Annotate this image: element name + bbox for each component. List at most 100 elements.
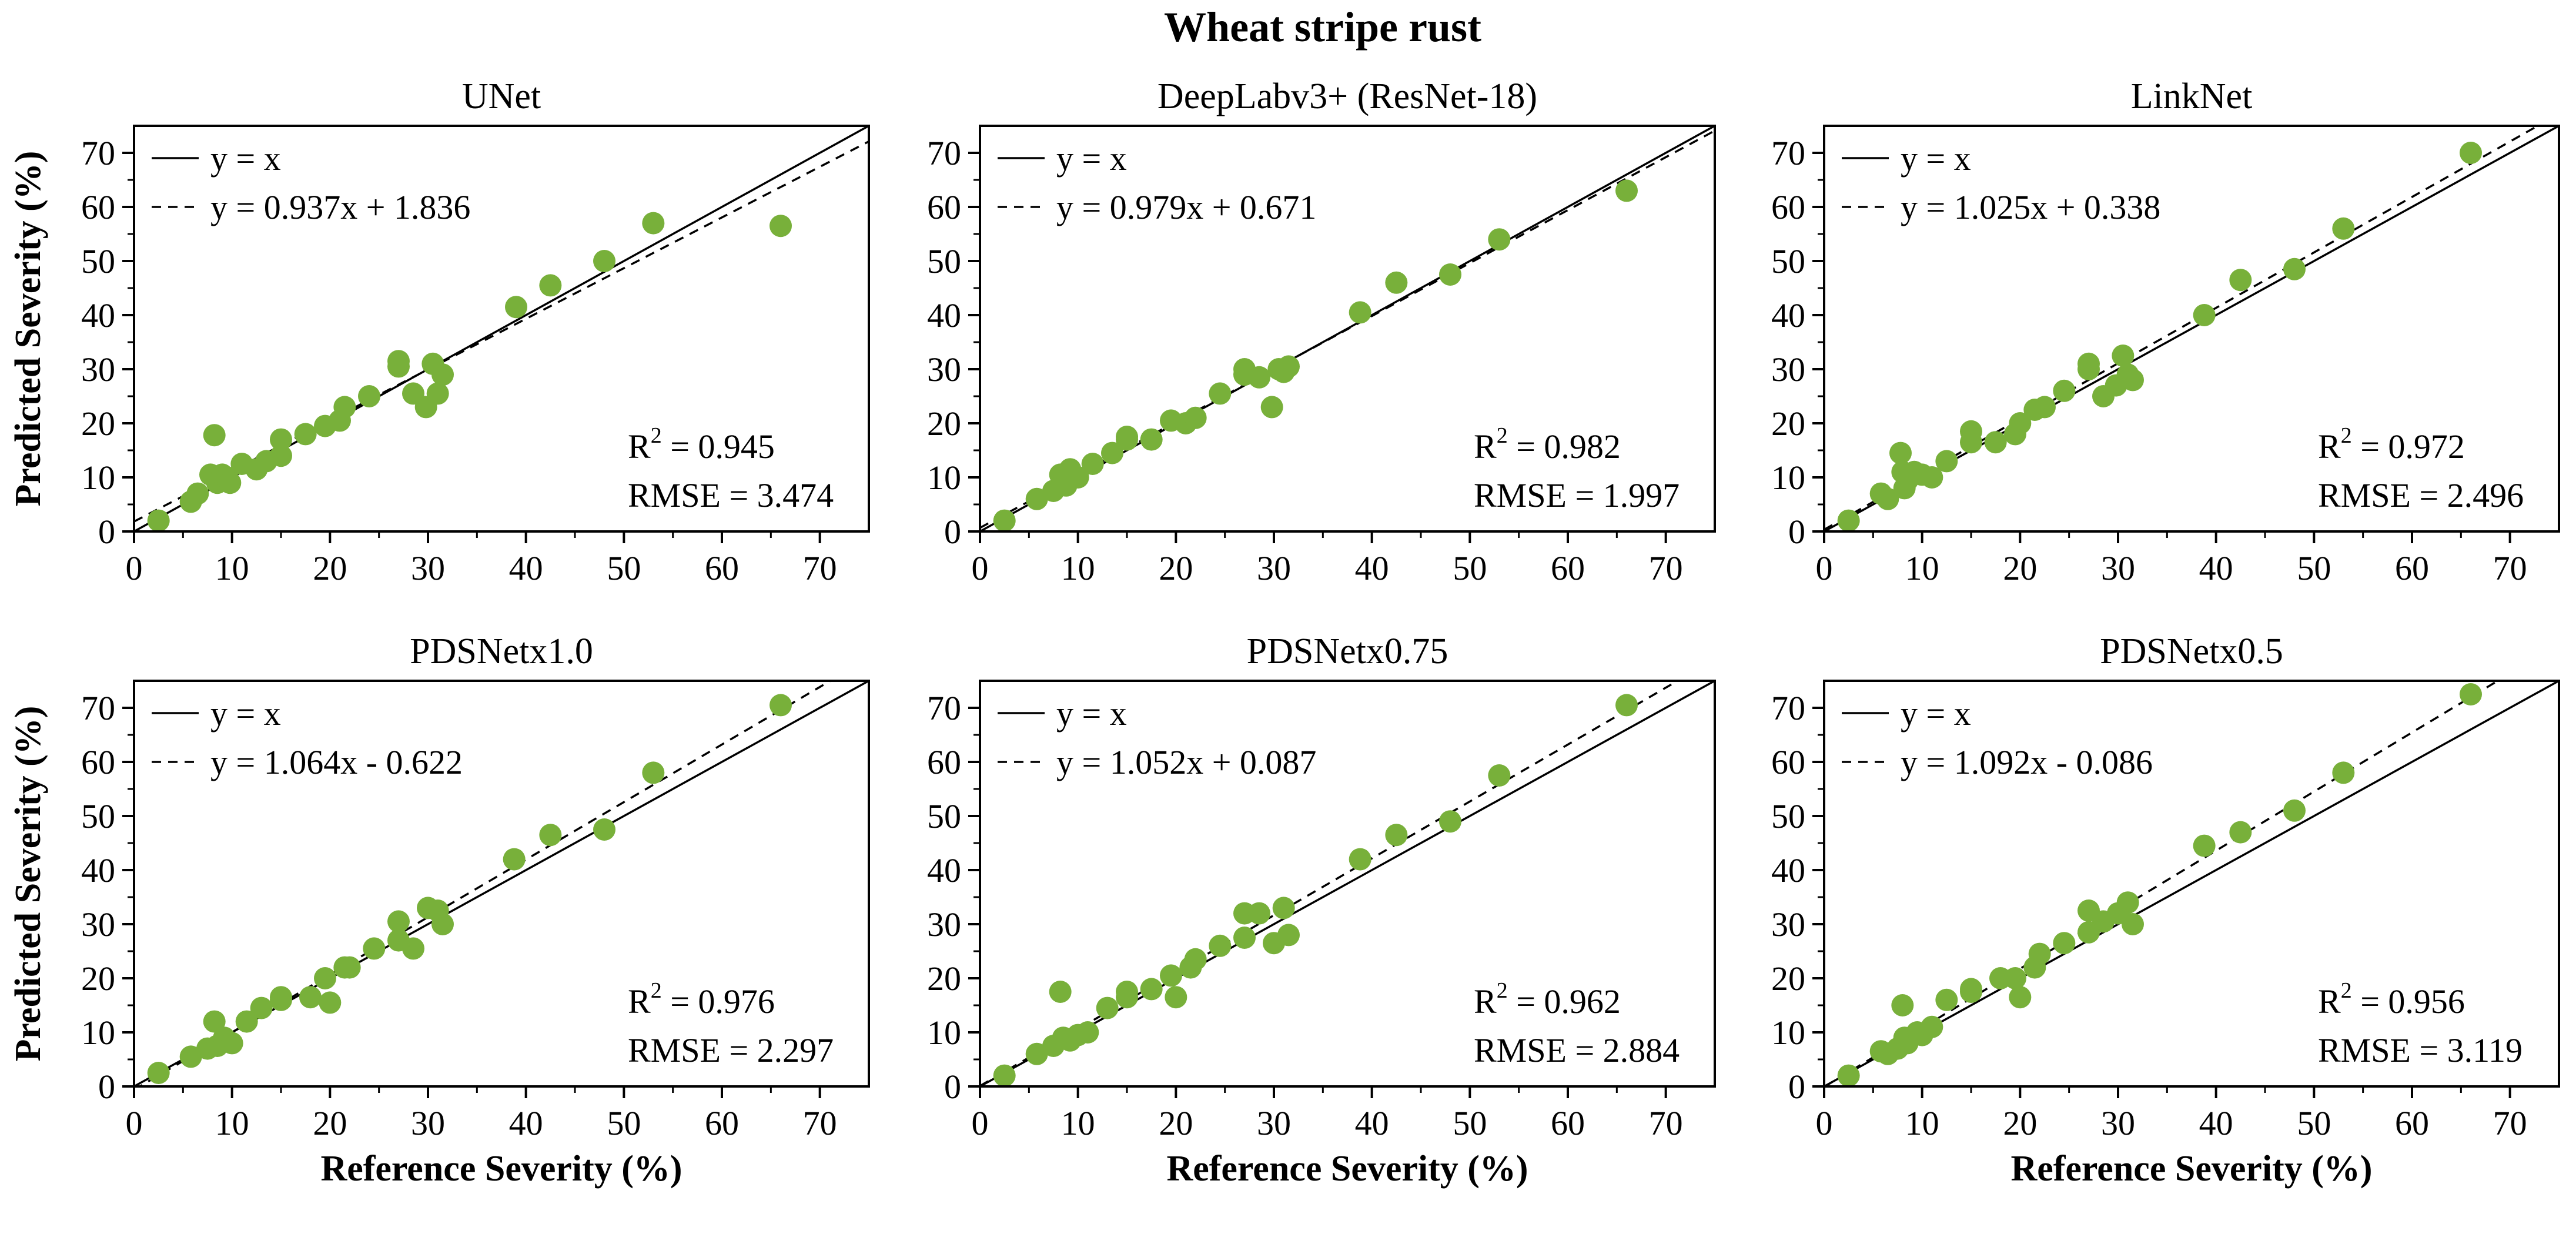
r-squared-label: R2 = 0.962 [1474, 978, 1621, 1021]
data-point [1248, 902, 1270, 925]
data-point [1891, 994, 1914, 1016]
data-point [1488, 228, 1511, 251]
r-squared-value: = 0.972 [2352, 427, 2465, 466]
data-point [299, 986, 322, 1009]
data-point [2229, 821, 2252, 844]
x-tick-label: 20 [2003, 1104, 2037, 1142]
rmse-label: RMSE = 2.496 [2318, 476, 2524, 514]
data-point [270, 986, 292, 1009]
legend: y = x y = 0.937x + 1.836 [152, 139, 470, 226]
fit-statistics: R2 = 0.982 RMSE = 1.997 [1474, 423, 1680, 514]
y-tick-label: 0 [1788, 1068, 1805, 1106]
identity-line [980, 681, 1715, 1086]
rmse-label: RMSE = 3.119 [2318, 1031, 2523, 1069]
legend: y = x y = 1.092x - 0.086 [1842, 694, 2153, 781]
data-point [1876, 487, 1899, 510]
panel-title: PDSNetx0.75 [1247, 631, 1448, 671]
x-axis-title: Reference Severity (%) [1166, 1149, 1528, 1189]
data-point [2112, 345, 2135, 367]
data-point [363, 937, 386, 960]
data-point [1025, 487, 1048, 510]
y-tick-label: 40 [1771, 296, 1805, 335]
y-tick-label: 0 [98, 513, 115, 551]
data-point [1349, 848, 1371, 871]
data-points [993, 179, 1638, 532]
x-tick-label: 50 [2297, 1104, 2331, 1142]
y-tick-label: 10 [927, 1014, 961, 1052]
x-tick-label: 0 [1816, 549, 1833, 587]
x-axis-title: Reference Severity (%) [2010, 1149, 2372, 1189]
x-tick-label: 0 [126, 1104, 143, 1142]
data-point [1837, 509, 1860, 532]
legend: y = x y = 1.025x + 0.338 [1842, 139, 2160, 226]
r-squared-label: R2 = 0.982 [1474, 423, 1621, 466]
data-point [1248, 366, 1270, 389]
reference-lines [980, 681, 1715, 1086]
data-point [1935, 450, 1958, 473]
fit-statistics: R2 = 0.945 RMSE = 3.474 [628, 423, 834, 514]
x-tick-label: 30 [1257, 1104, 1291, 1142]
x-tick-label: 40 [2199, 549, 2233, 587]
data-point [203, 1010, 226, 1033]
r-squared-exponent: 2 [1497, 423, 1508, 448]
x-tick-label: 60 [1551, 549, 1585, 587]
panel-title: PDSNetx0.5 [2100, 631, 2283, 671]
x-tick-label: 60 [2395, 549, 2429, 587]
data-point [2332, 217, 2355, 240]
y-tick-label: 30 [1771, 350, 1805, 389]
legend: y = x y = 0.979x + 0.671 [998, 139, 1316, 226]
y-tick-label: 30 [1771, 905, 1805, 944]
y-tick-label: 60 [1771, 188, 1805, 226]
y-tick-label: 60 [1771, 743, 1805, 781]
r-squared-exponent: 2 [2341, 978, 2352, 1003]
panel-title: PDSNetx1.0 [410, 631, 593, 671]
fit-statistics: R2 = 0.972 RMSE = 2.496 [2318, 423, 2524, 514]
legend-fit-label: y = 1.064x - 0.622 [210, 743, 463, 781]
r-squared-value: = 0.956 [2352, 982, 2465, 1021]
data-points [147, 694, 792, 1084]
data-point [387, 355, 410, 378]
y-tick-label: 70 [927, 134, 961, 172]
axes-frame [133, 125, 870, 533]
data-point [2122, 913, 2144, 935]
x-tick-label: 60 [2395, 1104, 2429, 1142]
data-point [1160, 964, 1182, 987]
data-point [1076, 1021, 1099, 1044]
fit-line [1824, 681, 2500, 1086]
y-tick-label: 70 [81, 689, 115, 727]
data-point [2009, 412, 2032, 434]
data-point [1081, 453, 1104, 475]
data-point [642, 212, 665, 235]
data-point [539, 274, 562, 297]
y-tick-label: 20 [81, 959, 115, 998]
x-tick-label: 30 [2101, 1104, 2135, 1142]
data-point [270, 444, 292, 467]
axis-ticks: 0 10 20 30 40 50 60 70 0 10 20 30 40 50 60 70 [81, 134, 837, 587]
data-point [1096, 996, 1119, 1019]
y-tick-label: 40 [927, 296, 961, 335]
y-tick-label: 30 [81, 350, 115, 389]
x-tick-label: 30 [411, 1104, 445, 1142]
x-tick-label: 40 [1355, 549, 1389, 587]
y-tick-label: 10 [1771, 459, 1805, 497]
data-point [1349, 301, 1371, 324]
r-squared-label: R2 = 0.956 [2318, 978, 2465, 1021]
axes-frame [979, 680, 1716, 1088]
data-point [1439, 263, 1461, 286]
data-point [431, 363, 454, 386]
data-point [993, 509, 1016, 532]
x-tick-label: 20 [2003, 549, 2037, 587]
data-point [2004, 967, 2026, 989]
y-tick-label: 60 [81, 743, 115, 781]
x-tick-label: 30 [2101, 549, 2135, 587]
data-point [2116, 891, 2139, 914]
legend-fit-label: y = 0.937x + 1.836 [210, 188, 470, 226]
data-point [426, 382, 449, 405]
panel-title: LinkNet [2131, 76, 2253, 116]
legend-identity-label: y = x [1056, 694, 1127, 733]
data-point [1184, 948, 1207, 971]
y-tick-label: 20 [1771, 404, 1805, 443]
data-point [2122, 369, 2144, 392]
data-point [2332, 761, 2355, 784]
